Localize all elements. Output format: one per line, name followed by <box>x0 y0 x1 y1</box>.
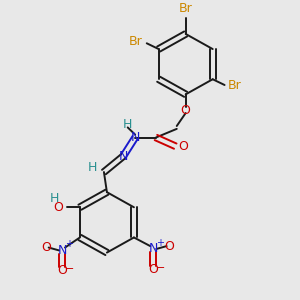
Text: Br: Br <box>128 35 142 48</box>
Text: H: H <box>123 118 132 131</box>
Text: O: O <box>54 201 64 214</box>
Text: N: N <box>57 244 67 257</box>
Text: H: H <box>50 192 59 205</box>
Text: O: O <box>178 140 188 153</box>
Text: N: N <box>118 150 128 163</box>
Text: O: O <box>181 104 190 117</box>
Text: O: O <box>165 240 175 253</box>
Text: H: H <box>87 161 97 174</box>
Text: O: O <box>148 262 158 276</box>
Text: Br: Br <box>228 79 242 92</box>
Text: −: − <box>65 264 74 274</box>
Text: N: N <box>130 131 140 144</box>
Text: O: O <box>57 264 67 277</box>
Text: +: + <box>64 239 73 249</box>
Text: N: N <box>148 242 158 256</box>
Text: −: − <box>156 263 165 273</box>
Text: +: + <box>156 238 164 248</box>
Text: Br: Br <box>179 2 193 15</box>
Text: O: O <box>41 241 51 254</box>
